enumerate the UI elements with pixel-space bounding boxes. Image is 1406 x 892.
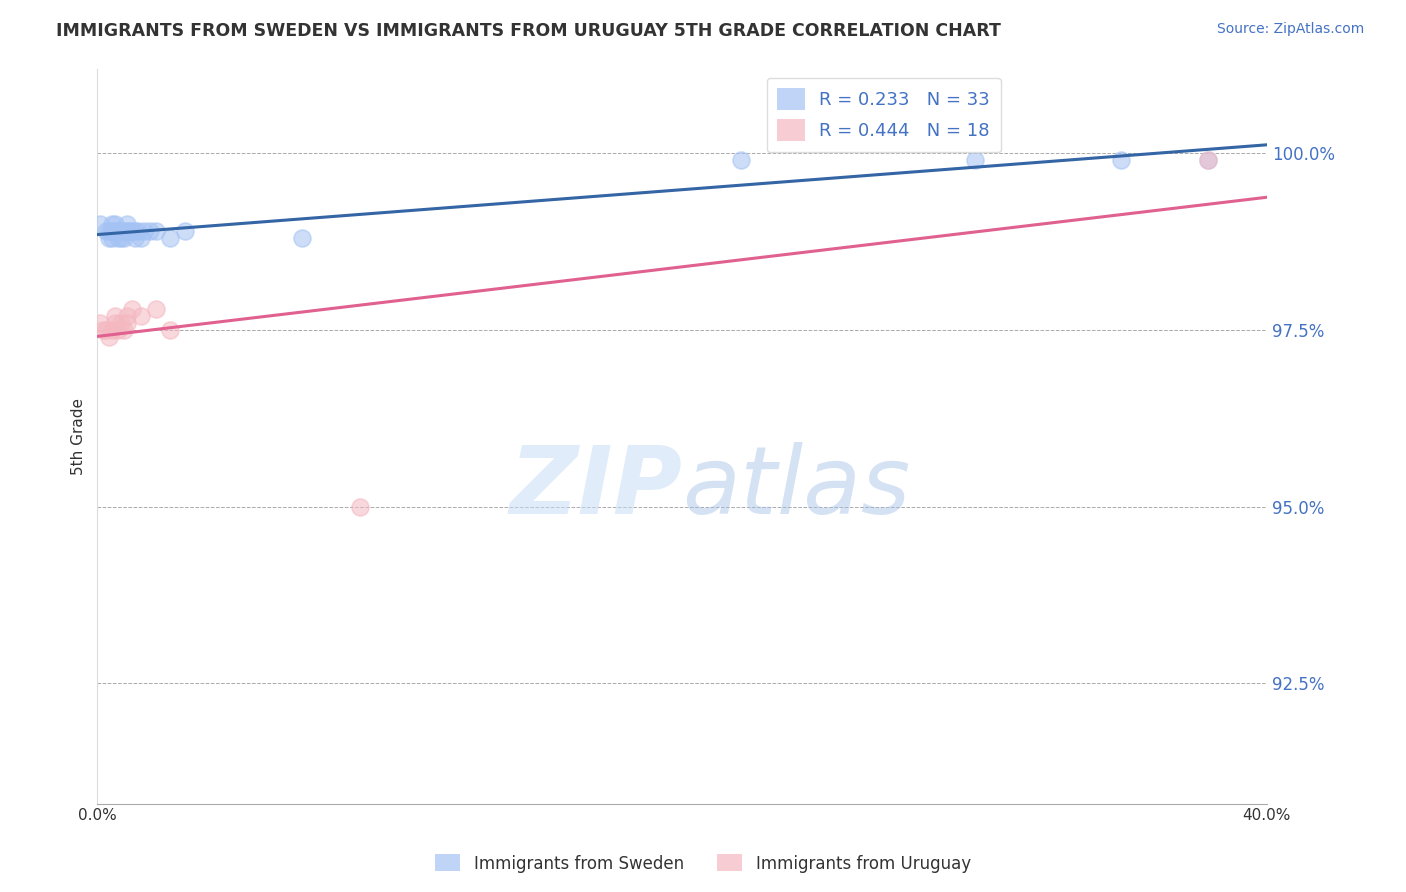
- Point: [121, 224, 143, 238]
- Point: [94, 224, 117, 238]
- Point: [107, 231, 129, 245]
- Point: [115, 217, 138, 231]
- Point: [174, 224, 197, 238]
- Point: [121, 301, 143, 316]
- Point: [134, 224, 156, 238]
- Point: [112, 224, 135, 238]
- Point: [118, 224, 141, 238]
- Point: [101, 224, 124, 238]
- Point: [145, 224, 167, 238]
- Legend: Immigrants from Sweden, Immigrants from Uruguay: Immigrants from Sweden, Immigrants from …: [429, 847, 977, 880]
- Point: [963, 153, 986, 168]
- Point: [115, 224, 138, 238]
- Point: [89, 217, 111, 231]
- Point: [110, 224, 132, 238]
- Point: [107, 224, 129, 238]
- Point: [1197, 153, 1219, 168]
- Point: [159, 323, 181, 337]
- Point: [115, 316, 138, 330]
- Point: [110, 316, 132, 330]
- Point: [104, 217, 127, 231]
- Y-axis label: 5th Grade: 5th Grade: [72, 398, 86, 475]
- Point: [349, 500, 371, 514]
- Point: [730, 153, 752, 168]
- Point: [110, 231, 132, 245]
- Point: [98, 224, 121, 238]
- Point: [91, 323, 114, 337]
- Point: [107, 323, 129, 337]
- Point: [98, 231, 121, 245]
- Point: [112, 231, 135, 245]
- Point: [145, 301, 167, 316]
- Text: Source: ZipAtlas.com: Source: ZipAtlas.com: [1216, 22, 1364, 37]
- Point: [115, 309, 138, 323]
- Point: [1109, 153, 1132, 168]
- Point: [127, 224, 149, 238]
- Point: [101, 217, 124, 231]
- Point: [159, 231, 181, 245]
- Point: [101, 323, 124, 337]
- Point: [104, 316, 127, 330]
- Point: [129, 309, 152, 323]
- Point: [139, 224, 162, 238]
- Text: atlas: atlas: [682, 442, 910, 533]
- Point: [104, 224, 127, 238]
- Text: ZIP: ZIP: [509, 442, 682, 533]
- Point: [1197, 153, 1219, 168]
- Point: [101, 231, 124, 245]
- Point: [112, 323, 135, 337]
- Point: [94, 323, 117, 337]
- Point: [104, 309, 127, 323]
- Legend: R = 0.233   N = 33, R = 0.444   N = 18: R = 0.233 N = 33, R = 0.444 N = 18: [766, 78, 1001, 153]
- Text: IMMIGRANTS FROM SWEDEN VS IMMIGRANTS FROM URUGUAY 5TH GRADE CORRELATION CHART: IMMIGRANTS FROM SWEDEN VS IMMIGRANTS FRO…: [56, 22, 1001, 40]
- Point: [124, 224, 146, 238]
- Point: [129, 231, 152, 245]
- Point: [291, 231, 314, 245]
- Point: [124, 231, 146, 245]
- Point: [98, 330, 121, 344]
- Point: [89, 316, 111, 330]
